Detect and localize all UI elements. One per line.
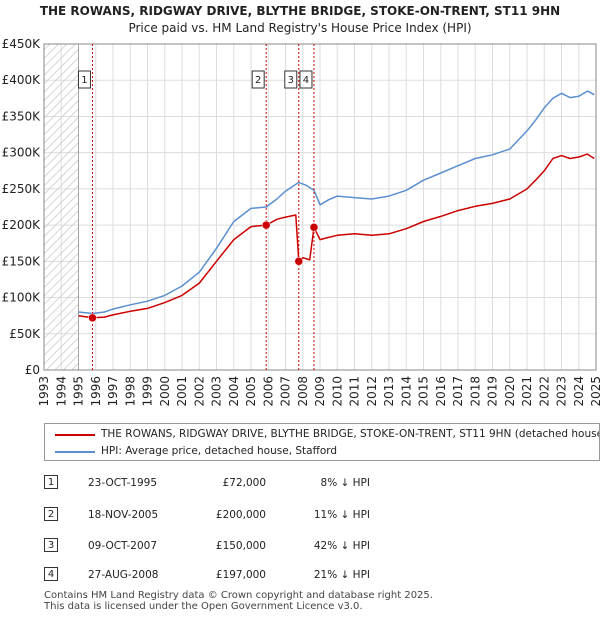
x-tick-label: 1994	[54, 376, 68, 407]
sale-marker-box	[251, 70, 265, 89]
legend-label-property: THE ROWANS, RIDGWAY DRIVE, BLYTHE BRIDGE…	[101, 428, 600, 440]
axes: £0 £50K £100K £150K £200K £250K £300K £350K £400…	[2, 37, 600, 407]
hpi-line	[78, 90, 595, 315]
sale-point	[309, 223, 319, 232]
sale-point	[88, 313, 97, 323]
x-tick-label: 2004	[227, 376, 241, 407]
pre-data-hatch	[43, 43, 79, 371]
x-tick-label: 1997	[106, 376, 120, 407]
x-tick-label: 2019	[486, 376, 500, 407]
x-tick-label: 2013	[382, 376, 396, 407]
footer-licence: This data is licensed under the Open Gov…	[44, 601, 363, 612]
footer-copyright: Contains HM Land Registry data © Crown c…	[44, 590, 433, 601]
y-tick-label: £400K	[2, 73, 42, 87]
table-row: 1 23-OCT-1995 £72,000 8% ↓ HPI	[0, 474, 600, 492]
x-tick-label: 2017	[451, 376, 465, 407]
row-price: £200,000	[215, 509, 266, 521]
x-tick-label: 2025	[589, 376, 600, 407]
y-tick-label: £0	[25, 363, 40, 377]
row-number-badge: 2	[44, 507, 58, 521]
row-price: £197,000	[215, 569, 266, 581]
sale-point	[294, 257, 304, 266]
x-tick-label: 2018	[468, 376, 482, 407]
x-tick-label: 2011	[348, 376, 362, 407]
legend-label-hpi: HPI: Average price, detached house, Staf…	[101, 445, 338, 457]
table-row: 4 27-AUG-2008 £197,000 21% ↓ HPI	[0, 566, 600, 584]
property-price-line	[78, 153, 595, 319]
sale-marker-label: 4	[303, 75, 309, 86]
x-tick-label: 2022	[537, 376, 551, 407]
sale-marker-label: 2	[255, 75, 261, 86]
y-tick-label: £100K	[2, 291, 42, 305]
sale-marker-box	[77, 70, 91, 89]
x-tick-label: 2023	[555, 376, 569, 407]
x-tick-label: 1996	[89, 376, 103, 407]
row-price: £150,000	[215, 540, 266, 552]
sale-marker-label: 3	[288, 75, 294, 86]
row-price: £72,000	[222, 477, 266, 489]
y-tick-label: £300K	[2, 146, 42, 160]
x-tick-label: 2003	[210, 376, 224, 407]
row-date: 09-OCT-2007	[88, 540, 157, 552]
x-tick-label: 1998	[123, 376, 137, 407]
table-row: 2 18-NOV-2005 £200,000 11% ↓ HPI	[0, 506, 600, 524]
series	[78, 90, 595, 319]
x-tick-label: 1999	[141, 376, 155, 407]
x-tick-label: 2015	[417, 376, 431, 407]
legend-item-property: THE ROWANS, RIDGWAY DRIVE, BLYTHE BRIDGE…	[45, 426, 600, 443]
no-data-region	[43, 43, 79, 371]
x-tick-label: 2007	[279, 376, 293, 407]
y-tick-label: £350K	[2, 109, 42, 123]
x-tick-label: 2010	[330, 376, 344, 407]
plot-border	[43, 43, 597, 371]
x-tick-label: 2000	[158, 376, 172, 407]
x-tick-label: 2005	[244, 376, 258, 407]
sale-marker-box	[284, 70, 298, 89]
x-tick-label: 1993	[37, 376, 51, 407]
sale-point	[261, 220, 271, 230]
chart-title: THE ROWANS, RIDGWAY DRIVE, BLYTHE BRIDGE…	[39, 4, 561, 18]
y-tick-label: £50K	[9, 327, 41, 341]
chart-subtitle: Price paid vs. HM Land Registry's House …	[128, 21, 472, 35]
x-tick-label: 2008	[296, 376, 310, 407]
x-tick-label: 2006	[261, 376, 275, 407]
footer: Contains HM Land Registry data © Crown c…	[44, 590, 433, 612]
row-number-badge: 1	[44, 475, 58, 489]
table-row: 3 09-OCT-2007 £150,000 42% ↓ HPI	[0, 537, 600, 555]
y-tick-label: £450K	[2, 37, 42, 51]
x-tick-label: 2014	[399, 376, 413, 407]
row-date: 27-AUG-2008	[88, 569, 159, 581]
x-tick-label: 2021	[520, 376, 534, 407]
x-tick-label: 2024	[572, 376, 586, 407]
grid	[43, 43, 597, 371]
row-hpi: 21% ↓ HPI	[313, 569, 370, 581]
row-hpi: 42% ↓ HPI	[313, 540, 370, 552]
row-hpi: 11% ↓ HPI	[313, 509, 370, 521]
x-tick-label: 2001	[175, 376, 189, 407]
x-tick-label: 2020	[503, 376, 517, 407]
legend-swatch-hpi	[55, 451, 95, 453]
x-tick-label: 2012	[365, 376, 379, 407]
price-chart: £0 £50K £100K £150K £200K £250K £300K £350K £400…	[2, 37, 600, 407]
y-tick-label: £200K	[2, 218, 42, 232]
legend: THE ROWANS, RIDGWAY DRIVE, BLYTHE BRIDGE…	[44, 423, 600, 461]
row-date: 23-OCT-1995	[88, 477, 157, 489]
x-tick-label: 2016	[434, 376, 448, 407]
row-date: 18-NOV-2005	[88, 509, 159, 521]
x-tick-label: 1995	[72, 376, 86, 407]
sale-marker-label: 1	[81, 75, 87, 86]
row-hpi: 8% ↓ HPI	[320, 477, 370, 489]
row-number-badge: 3	[44, 538, 58, 552]
y-tick-label: £150K	[2, 254, 42, 268]
x-tick-label: 2009	[313, 376, 327, 407]
x-tick-label: 2002	[192, 376, 206, 407]
sale-marker-box	[299, 70, 313, 89]
legend-item-hpi: HPI: Average price, detached house, Staf…	[45, 443, 599, 460]
y-tick-label: £250K	[2, 182, 42, 196]
row-number-badge: 4	[44, 567, 58, 581]
legend-swatch-property	[55, 434, 95, 436]
